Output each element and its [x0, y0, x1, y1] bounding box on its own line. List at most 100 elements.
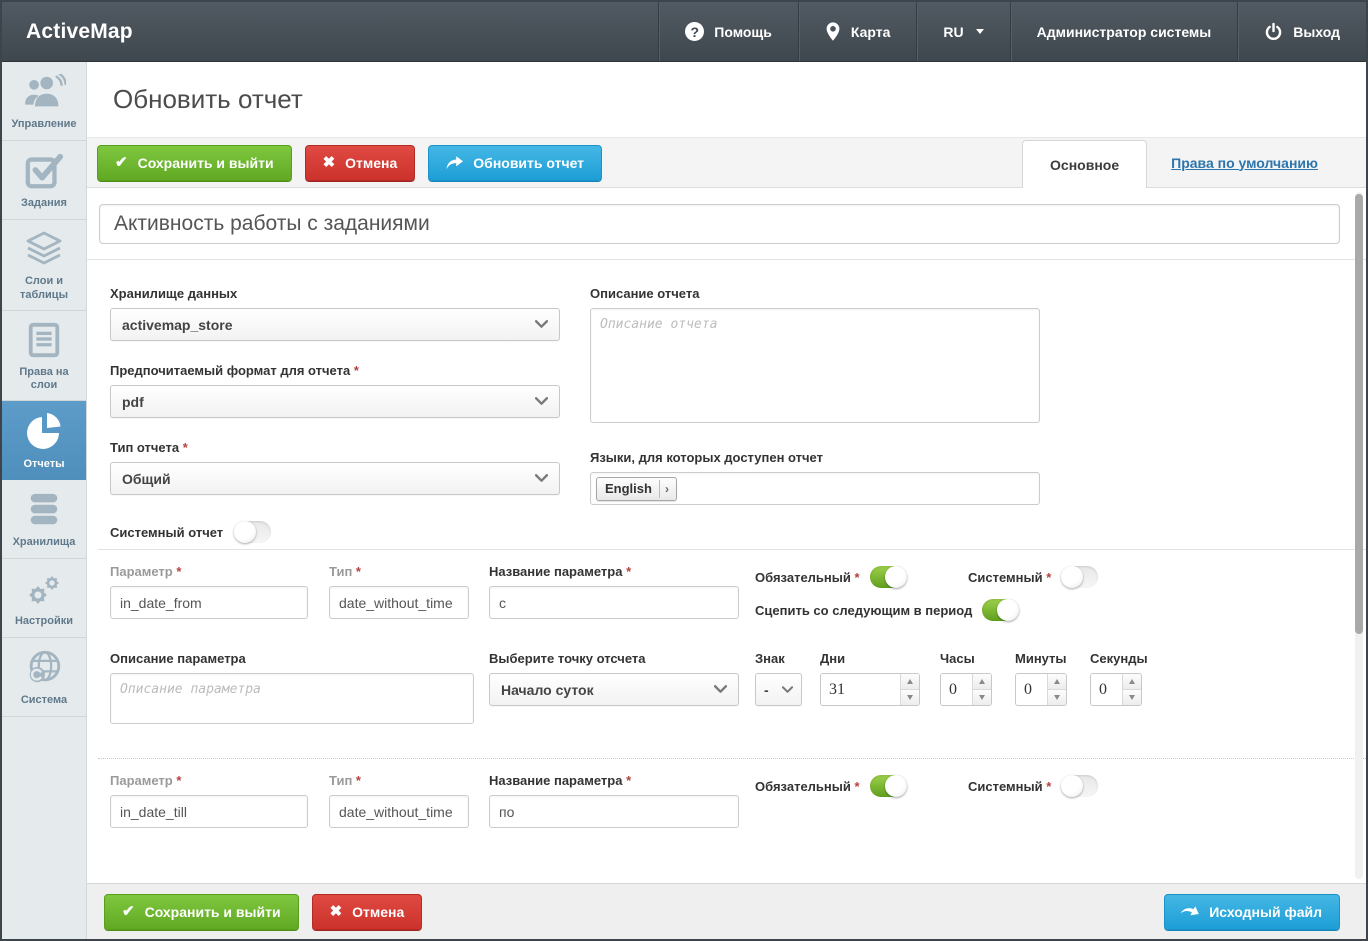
- datastore-field: Хранилище данных activemap_store: [110, 286, 560, 341]
- param-input[interactable]: [110, 586, 308, 619]
- parameter-row-1: Параметр Тип Название параметра: [110, 564, 1340, 621]
- languages-label: Языки, для которых доступен отчет: [590, 450, 823, 465]
- report-type-select[interactable]: Общий: [110, 462, 560, 495]
- footer-save-exit-label: Сохранить и выйти: [144, 903, 281, 920]
- system-report-field: Системный отчет: [110, 521, 560, 543]
- system-label: Системный: [968, 779, 1051, 794]
- sign-select[interactable]: -: [755, 673, 802, 706]
- main-panel: Обновить отчет ✔ Сохранить и выйти ✖ Отм…: [87, 62, 1366, 939]
- spin-down-button[interactable]: [901, 690, 919, 705]
- report-description-input[interactable]: [590, 308, 1040, 423]
- toggle-knob: [1061, 775, 1084, 797]
- report-description-label: Описание отчета: [590, 286, 700, 301]
- format-field: Предпочитаемый формат для отчета pdf: [110, 363, 560, 418]
- divider: [98, 549, 1366, 550]
- update-report-button[interactable]: Обновить отчет: [428, 144, 603, 181]
- spin-down-button[interactable]: [973, 690, 991, 705]
- nav-language-dropdown[interactable]: RU: [916, 2, 1009, 61]
- languages-box: English ›: [590, 472, 1040, 505]
- check-icon: ✔: [115, 154, 128, 171]
- footer-cancel-button[interactable]: ✖ Отмена: [311, 893, 423, 930]
- sidebar-item-reports[interactable]: Отчеты: [2, 401, 86, 480]
- nav-help[interactable]: ? Помощь: [658, 2, 798, 61]
- report-name-input[interactable]: [99, 204, 1340, 244]
- required-toggle[interactable]: [869, 566, 907, 588]
- divider-dotted: [98, 758, 1366, 759]
- tab-main-label: Основное: [1050, 156, 1120, 173]
- chain-toggle[interactable]: [982, 599, 1020, 621]
- spin-down-button[interactable]: [1123, 690, 1141, 705]
- param-type-input[interactable]: [329, 586, 469, 619]
- minutes-input[interactable]: [1016, 674, 1047, 705]
- sidebar-item-storages[interactable]: Хранилища: [2, 480, 86, 559]
- update-report-label: Обновить отчет: [473, 154, 585, 171]
- sidebar-item-system[interactable]: Система: [2, 638, 86, 717]
- seconds-input[interactable]: [1091, 674, 1122, 705]
- hours-input[interactable]: [941, 674, 972, 705]
- power-icon: [1264, 22, 1283, 41]
- datastore-select[interactable]: activemap_store: [110, 308, 560, 341]
- sidebar-item-management[interactable]: Управление: [2, 62, 86, 141]
- toolbar: ✔ Сохранить и выйти ✖ Отмена Обновить от…: [87, 137, 1366, 188]
- tab-default-rights-label: Права по умолчанию: [1171, 154, 1318, 171]
- param-name-input[interactable]: [489, 795, 739, 828]
- tab-main[interactable]: Основное: [1022, 140, 1148, 188]
- sidebar-item-label: Управление: [11, 118, 77, 131]
- scrollbar-thumb[interactable]: [1355, 194, 1363, 634]
- system-toggle[interactable]: [1061, 566, 1099, 588]
- param-description-input[interactable]: [110, 673, 474, 724]
- spin-up-button[interactable]: [1123, 674, 1141, 690]
- sign-label: Знак: [755, 651, 785, 666]
- nav-logout[interactable]: Выход: [1237, 2, 1366, 61]
- source-file-button[interactable]: Исходный файл: [1164, 893, 1340, 930]
- page-header: Обновить отчет: [87, 62, 1366, 137]
- spin-up-button[interactable]: [901, 674, 919, 690]
- sidebar-item-tasks[interactable]: Задания: [2, 141, 86, 220]
- param-description-label: Описание параметра: [110, 651, 246, 666]
- param-type-label: Тип: [329, 773, 469, 788]
- chain-field: Сцепить со следующим в период: [755, 599, 1020, 621]
- chevron-down-icon: [535, 397, 548, 406]
- param-input[interactable]: [110, 795, 308, 828]
- system-label: Системный: [968, 570, 1051, 585]
- globe-icon: [24, 648, 64, 688]
- system-field: Системный: [968, 566, 1099, 588]
- param-type-input[interactable]: [329, 795, 469, 828]
- spin-down-button[interactable]: [1048, 690, 1066, 705]
- required-label: Обязательный: [755, 570, 860, 585]
- pie-chart-icon: [23, 412, 65, 452]
- parameter-row-2: Параметр Тип Название параметра: [110, 773, 1340, 828]
- system-report-toggle[interactable]: [234, 521, 272, 543]
- language-tag[interactable]: English ›: [596, 476, 677, 501]
- save-exit-button[interactable]: ✔ Сохранить и выйти: [97, 144, 292, 181]
- param-name-input[interactable]: [489, 586, 739, 619]
- nav-user[interactable]: Администратор системы: [1009, 2, 1238, 61]
- nav-help-label: Помощь: [714, 23, 772, 40]
- spin-up-button[interactable]: [973, 674, 991, 690]
- spin-up-button[interactable]: [1048, 674, 1066, 690]
- page-title: Обновить отчет: [113, 84, 303, 114]
- sidebar-item-layers[interactable]: Слои и таблицы: [2, 220, 86, 311]
- tab-default-rights[interactable]: Права по умолчанию: [1147, 138, 1342, 187]
- nav-map[interactable]: Карта: [797, 2, 917, 61]
- days-stepper: [820, 673, 920, 706]
- footer-save-exit-button[interactable]: ✔ Сохранить и выйти: [104, 893, 299, 930]
- tasks-icon: [24, 151, 64, 191]
- top-navbar: ActiveMap ? Помощь Карта RU Администрато…: [2, 2, 1366, 62]
- cancel-button[interactable]: ✖ Отмена: [304, 144, 416, 181]
- nav-user-label: Администратор системы: [1036, 23, 1212, 40]
- users-icon: [22, 72, 66, 112]
- divider: [87, 259, 1366, 260]
- minutes-stepper: [1015, 673, 1067, 706]
- check-icon: ✔: [122, 903, 135, 920]
- days-input[interactable]: [821, 674, 900, 705]
- vertical-scrollbar[interactable]: [1355, 192, 1363, 879]
- required-toggle[interactable]: [869, 775, 907, 797]
- sidebar-item-layer-rights[interactable]: Права на слои: [2, 311, 86, 401]
- parameter-row-1-details: Описание параметра Выберите точку отсчет…: [110, 651, 1340, 724]
- format-select[interactable]: pdf: [110, 385, 560, 418]
- system-toggle[interactable]: [1061, 775, 1099, 797]
- reference-point-select[interactable]: Начало суток: [489, 673, 739, 706]
- sidebar-item-settings[interactable]: Настройки: [2, 559, 86, 638]
